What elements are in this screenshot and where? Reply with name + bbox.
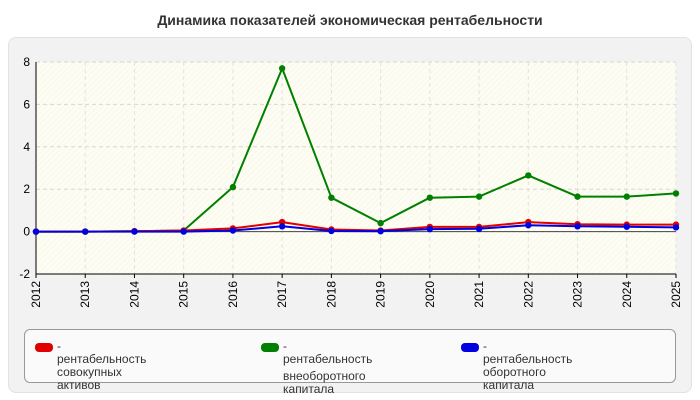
legend: - рентабельность совокупных активов - ре… bbox=[24, 329, 676, 396]
x-tick-label: 2017 bbox=[275, 281, 289, 308]
legend-label-line-1: - рентабельность совокупных bbox=[57, 339, 147, 379]
data-point-series-2 bbox=[525, 222, 532, 229]
data-point-series-1 bbox=[475, 193, 483, 200]
data-point-series-2 bbox=[131, 228, 138, 235]
axes: -2 0 2 4 6 8 2012 2013 2014 2015 2016 2017 2018 2019 2… bbox=[19, 55, 683, 308]
legend-swatch-working-capital bbox=[461, 343, 479, 352]
data-point-series-2 bbox=[623, 223, 630, 230]
grid bbox=[36, 61, 677, 274]
x-tick-label: 2023 bbox=[571, 281, 585, 308]
y-tick-label: 4 bbox=[23, 140, 30, 154]
x-tick-label: 2022 bbox=[521, 281, 535, 308]
series-layer bbox=[32, 65, 680, 235]
data-point-series-2 bbox=[426, 225, 434, 233]
data-point-series-1 bbox=[574, 193, 581, 200]
data-point-series-1 bbox=[377, 219, 384, 227]
data-point-series-2 bbox=[328, 227, 335, 235]
data-point-series-2 bbox=[278, 223, 286, 230]
legend-label-line-2: внеоборотного капитала bbox=[283, 369, 366, 396]
data-point-series-2 bbox=[82, 228, 89, 235]
y-tick-label: 2 bbox=[23, 182, 30, 196]
series-line-2 bbox=[36, 224, 677, 233]
data-point-series-1 bbox=[525, 172, 532, 179]
x-tick-label: 2025 bbox=[669, 281, 683, 308]
x-tick-label: 2016 bbox=[226, 281, 240, 308]
legend-label-line-1: - рентабельность bbox=[283, 339, 373, 366]
chart-title: Динамика показателей экономическая рента… bbox=[157, 12, 543, 28]
x-tick-label: 2019 bbox=[374, 281, 388, 308]
data-point-series-1 bbox=[328, 194, 335, 201]
y-tick-label: 0 bbox=[23, 225, 30, 239]
x-tick-label: 2021 bbox=[472, 281, 486, 308]
x-tick-label: 2012 bbox=[29, 281, 43, 308]
data-point-series-1 bbox=[229, 183, 237, 191]
data-point-series-2 bbox=[377, 227, 384, 235]
legend-label-line-1: - рентабельность оборотного bbox=[483, 339, 573, 379]
data-point-series-1 bbox=[623, 193, 630, 200]
x-tick-label: 2015 bbox=[177, 281, 191, 308]
legend-swatch-total-assets bbox=[35, 343, 53, 352]
plot-background bbox=[36, 62, 676, 274]
data-point-series-1 bbox=[672, 190, 680, 197]
data-point-series-2 bbox=[574, 223, 581, 230]
data-point-series-2 bbox=[32, 228, 40, 235]
y-tick-label: -2 bbox=[19, 267, 30, 281]
y-tick-label: 6 bbox=[23, 97, 30, 111]
data-point-series-2 bbox=[475, 225, 483, 233]
data-point-series-1 bbox=[426, 194, 434, 201]
data-point-series-2 bbox=[672, 224, 680, 231]
legend-label-line-2: активов bbox=[57, 378, 101, 392]
x-tick-label: 2024 bbox=[620, 281, 634, 308]
legend-label-line-2: капитала bbox=[483, 378, 535, 392]
x-tick-label: 2018 bbox=[324, 281, 338, 308]
data-point-series-1 bbox=[278, 65, 286, 72]
legend-swatch-noncurrent-capital bbox=[261, 343, 279, 352]
x-tick-label: 2014 bbox=[127, 281, 141, 308]
data-point-series-2 bbox=[229, 227, 237, 234]
data-point-series-2 bbox=[180, 228, 187, 235]
y-tick-label: 8 bbox=[23, 55, 30, 69]
x-tick-label: 2020 bbox=[423, 281, 437, 308]
x-tick-label: 2013 bbox=[78, 281, 92, 308]
